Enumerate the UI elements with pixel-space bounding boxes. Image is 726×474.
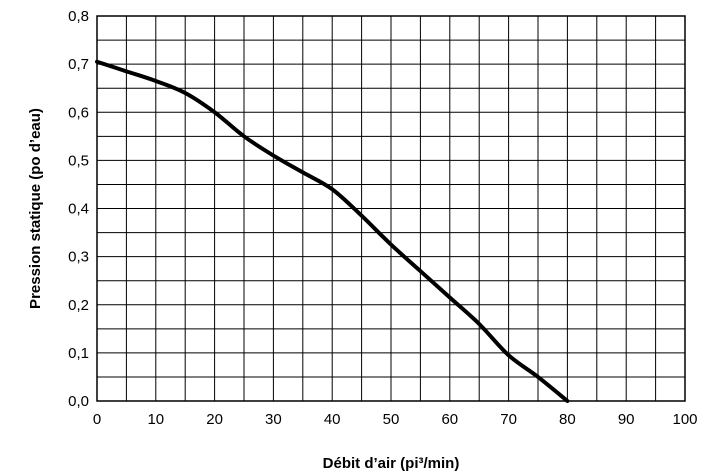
x-tick-label: 30 xyxy=(265,411,282,428)
x-tick-label: 20 xyxy=(206,411,223,428)
series-line xyxy=(95,59,570,403)
x-tick-label: 70 xyxy=(500,411,517,428)
x-tick-label: 0 xyxy=(93,411,101,428)
y-tick-label: 0,7 xyxy=(68,56,89,73)
y-tick-label: 0,5 xyxy=(68,152,89,169)
y-tick-label: 0,1 xyxy=(68,345,89,362)
y-tick-label: 0,6 xyxy=(68,104,89,121)
x-tick-label: 90 xyxy=(618,411,635,428)
x-tick-label: 50 xyxy=(383,411,400,428)
x-tick-label: 100 xyxy=(672,411,697,428)
x-tick-label: 10 xyxy=(147,411,164,428)
y-tick-label: 0,8 xyxy=(68,8,89,25)
y-tick-label: 0,4 xyxy=(68,201,89,218)
x-tick-label: 40 xyxy=(324,411,341,428)
x-tick-label: 80 xyxy=(559,411,576,428)
x-axis-label: Débit d’air (pi³/min) xyxy=(323,455,460,472)
y-tick-label: 0,3 xyxy=(68,249,89,266)
y-axis-label: Pression statique (po d’eau) xyxy=(27,108,44,309)
x-tick-label: 60 xyxy=(441,411,458,428)
y-tick-labels: 0,0 0,1 0,2 0,3 0,4 0,5 0,6 0,7 0,8 xyxy=(68,8,89,410)
plot-grid xyxy=(96,15,686,402)
plot-frame xyxy=(96,15,686,402)
x-tick-labels: 0 10 20 30 40 50 60 70 80 90 100 xyxy=(93,411,698,428)
y-tick-label: 0,2 xyxy=(68,297,89,314)
y-tick-label: 0,0 xyxy=(68,393,89,410)
